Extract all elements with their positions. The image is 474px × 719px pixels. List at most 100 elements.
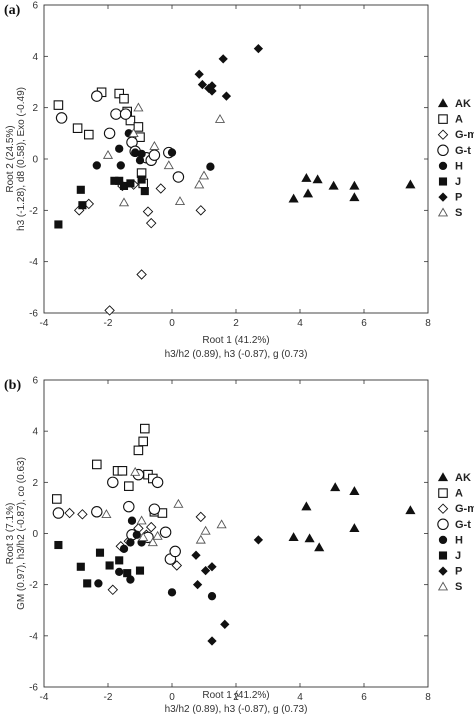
- point-a: [51, 494, 62, 504]
- point-g-t: [148, 503, 161, 515]
- point-j: [115, 556, 124, 565]
- point-g-m: [145, 217, 157, 229]
- y-tick-label: -2: [29, 206, 38, 217]
- y-axis-sublabel: h3 (-1.28), d8 (0.58), Exo (-0.49): [16, 87, 27, 231]
- legend-marker-h: [438, 161, 448, 171]
- x-tick-label: 6: [361, 692, 367, 703]
- point-s: [216, 519, 227, 529]
- point-s: [128, 128, 139, 138]
- point-s: [147, 537, 158, 547]
- legend-item-p: P: [438, 192, 462, 204]
- point-g-m: [171, 560, 183, 571]
- point-g-m: [195, 205, 207, 216]
- point-s: [101, 509, 112, 518]
- point-s: [173, 498, 184, 508]
- point-a: [114, 88, 124, 99]
- y-tick-label: -6: [29, 683, 38, 694]
- legend-item-s: S: [437, 207, 462, 219]
- point-s: [136, 515, 147, 525]
- y-tick-label: 4: [32, 427, 38, 438]
- legend-label: G-t: [455, 145, 471, 157]
- x-tick-label: -2: [104, 692, 113, 703]
- point-ak: [301, 173, 312, 182]
- point-a: [53, 100, 64, 110]
- point-g-t: [151, 476, 164, 489]
- legend-label: S: [455, 581, 462, 593]
- point-h: [116, 161, 125, 170]
- y-tick-label: -2: [29, 580, 38, 591]
- legend-marker-g-m: [437, 129, 449, 140]
- point-a: [135, 132, 145, 142]
- series-j: [54, 175, 149, 229]
- y-tick-label: 6: [32, 1, 38, 12]
- point-g-m: [107, 584, 119, 596]
- point-ak: [405, 179, 416, 189]
- point-ak: [349, 523, 360, 533]
- x-tick-label: -4: [40, 318, 49, 329]
- point-h: [132, 530, 141, 539]
- point-a: [140, 423, 150, 434]
- point-ak: [288, 532, 299, 542]
- point-j: [137, 175, 146, 184]
- point-h: [127, 516, 137, 525]
- point-g-t: [91, 506, 103, 518]
- legend-label: AK: [455, 98, 471, 110]
- data-points: [51, 423, 416, 646]
- point-a: [124, 481, 134, 491]
- point-p: [253, 535, 264, 545]
- point-s: [149, 140, 160, 150]
- point-s: [198, 170, 210, 180]
- point-g-t: [123, 500, 135, 513]
- point-ak: [312, 174, 323, 184]
- point-g-m: [136, 269, 147, 280]
- point-h: [115, 567, 124, 577]
- point-h: [92, 161, 101, 170]
- plot-frame: [43, 4, 429, 314]
- point-a: [92, 459, 102, 470]
- y-tick-label: -6: [29, 309, 38, 320]
- point-h: [167, 588, 177, 597]
- legend-item-g-m: G-m: [437, 129, 474, 141]
- point-h: [115, 144, 124, 153]
- point-j: [78, 201, 87, 210]
- legend-marker-a: [438, 114, 448, 124]
- point-s: [200, 525, 211, 535]
- point-h: [137, 149, 146, 159]
- point-g-t: [110, 108, 122, 120]
- x-tick-label: 8: [425, 318, 431, 329]
- point-ak: [349, 180, 360, 190]
- point-h: [167, 148, 177, 157]
- point-p: [221, 91, 232, 101]
- point-g-t: [91, 90, 103, 102]
- y-tick-label: 2: [32, 478, 38, 489]
- legend-label: P: [455, 566, 462, 578]
- point-g-t: [172, 171, 185, 183]
- legend-marker-g-m: [437, 503, 449, 514]
- series-s: [101, 466, 227, 547]
- legend-marker-g-t: [437, 518, 449, 531]
- legend-label: P: [455, 192, 462, 204]
- x-axis-sublabel: h3/h2 (0.89), h3 (-0.87), g (0.73): [165, 349, 308, 360]
- point-p: [207, 86, 217, 96]
- legend-item-h: H: [438, 160, 463, 172]
- point-g-m: [195, 511, 207, 523]
- point-g-t: [55, 112, 68, 124]
- point-j: [105, 561, 114, 570]
- legend-label: S: [455, 207, 462, 219]
- legend-label: G-m: [455, 503, 474, 515]
- point-ak: [328, 180, 339, 190]
- point-h: [207, 592, 217, 601]
- point-s: [152, 530, 163, 540]
- point-j: [83, 579, 92, 588]
- point-ak: [314, 542, 325, 552]
- legend-item-g-t: G-t: [437, 144, 471, 157]
- point-a: [133, 445, 144, 456]
- legend-item-g-m: G-m: [437, 503, 474, 515]
- point-h: [126, 538, 135, 547]
- x-axis-sublabel: h3/h2 (0.89), h3 (-0.87), g (0.73): [165, 704, 308, 715]
